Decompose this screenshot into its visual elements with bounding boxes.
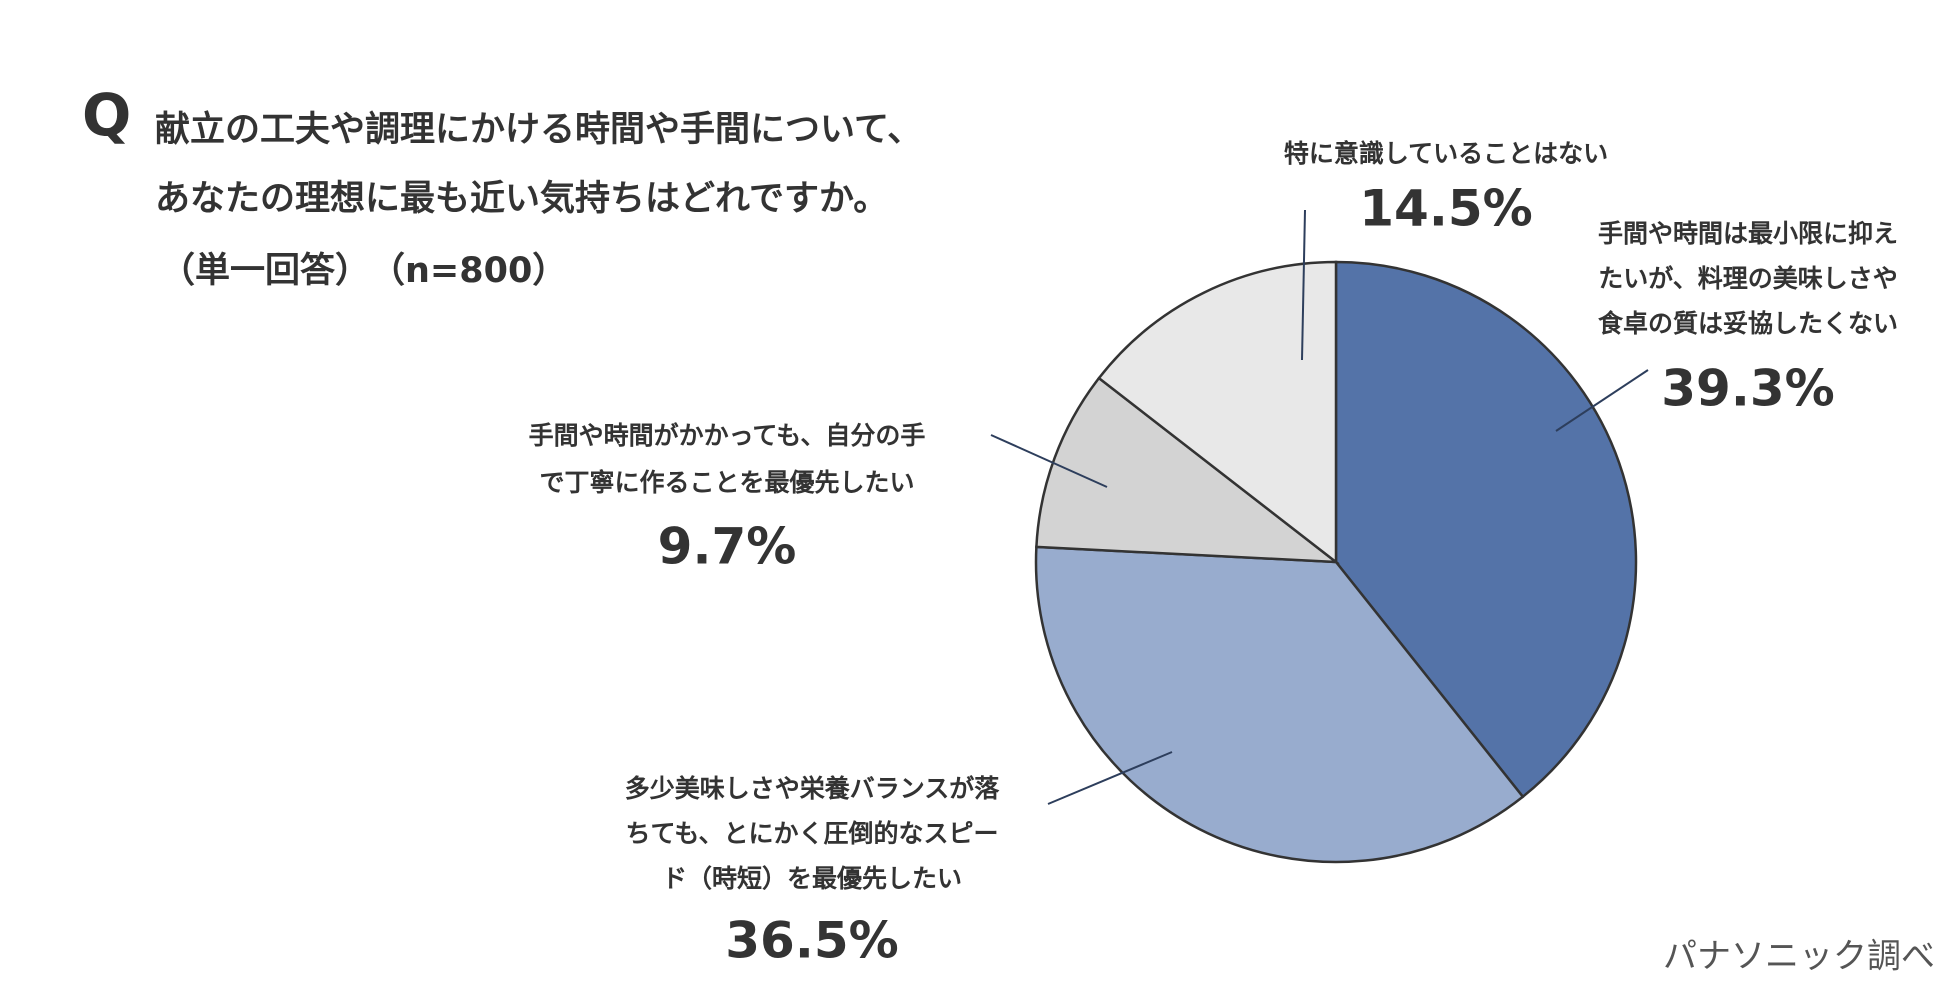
value-label: 39.3% (1661, 360, 1834, 418)
pie-slice (1097, 260, 1338, 565)
value-label: 9.7% (658, 518, 797, 576)
chart-title: 献立の工夫や調理にかける時間や手間について、 (155, 110, 922, 150)
slice-label: 特に意識していることはない (1284, 139, 1608, 168)
leader-line (1301, 209, 1306, 361)
chart-subtitle: （単一回答） （n=800） (160, 251, 567, 291)
leader-line (1555, 369, 1649, 432)
value-label: 36.5% (725, 912, 898, 970)
leader-line (990, 434, 1108, 488)
slice-label: たいが、料理の美味しさや (1598, 264, 1898, 293)
chart-title: あなたの理想に最も近い気持ちはどれですか。 (155, 179, 888, 219)
pie-slice (1034, 545, 1525, 864)
pie-slice (1334, 260, 1638, 799)
slice-label: ド（時短）を最優先したい (662, 864, 962, 893)
leader-line (1047, 751, 1173, 805)
slice-label: 手間や時間がかかっても、自分の手 (529, 421, 926, 450)
slice-label: ちても、とにかく圧倒的なスピー (625, 819, 998, 848)
slice-label: で丁寧に作ることを最優先したい (539, 468, 914, 497)
pie-slice (1035, 376, 1340, 564)
source: パナソニック調べ (1663, 937, 1935, 977)
question-marker: Q (82, 81, 131, 149)
slice-label: 多少美味しさや栄養バランスが落 (625, 774, 1001, 803)
slice-label: 食卓の質は妥協したくない (1598, 309, 1898, 338)
slice-label: 手間や時間は最小限に抑え (1598, 219, 1898, 248)
value-label: 14.5% (1359, 180, 1532, 238)
